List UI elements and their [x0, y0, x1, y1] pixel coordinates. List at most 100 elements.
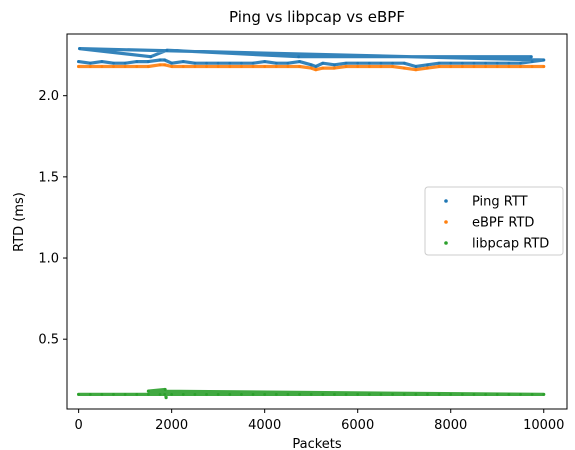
y-axis-label: RTD (ms) [12, 192, 27, 252]
data-point [193, 61, 197, 65]
x-tick-label: 2000 [155, 418, 188, 433]
data-point [507, 61, 511, 65]
data-point [437, 61, 441, 65]
data-point [112, 65, 115, 68]
data-point [344, 61, 348, 65]
data-point [484, 65, 488, 68]
data-point [426, 63, 429, 67]
data-point [78, 47, 81, 51]
data-point [449, 65, 453, 68]
data-point [333, 63, 336, 67]
data-point [449, 392, 453, 396]
data-point [263, 65, 267, 68]
data-point [530, 60, 534, 63]
data-point [367, 392, 371, 396]
x-tick-label: 8000 [434, 418, 467, 433]
data-point [163, 58, 167, 62]
y-tick-label: 1.0 [38, 252, 59, 267]
data-point [530, 392, 534, 396]
data-point [181, 65, 185, 68]
data-point [309, 63, 313, 67]
data-point [135, 60, 139, 63]
data-point [484, 61, 488, 65]
data-point [135, 65, 139, 68]
data-point [379, 392, 383, 396]
data-point [146, 392, 150, 396]
data-point [298, 65, 301, 68]
data-point [519, 392, 522, 396]
data-point [449, 61, 453, 65]
data-point [426, 392, 429, 396]
data-point [298, 392, 301, 396]
data-point [216, 392, 220, 396]
data-point [158, 392, 162, 396]
data-point [251, 65, 255, 68]
data-point [314, 65, 318, 68]
data-point [263, 392, 267, 396]
legend: Ping RTT eBPF RTD libpcap RTD [424, 186, 564, 256]
data-point [344, 65, 348, 68]
x-tick-label: 6000 [341, 418, 374, 433]
data-point [163, 63, 167, 67]
data-point [158, 63, 162, 67]
data-point [181, 60, 185, 63]
data-point [507, 65, 511, 68]
data-point [437, 65, 441, 68]
data-point [163, 388, 167, 391]
data-point [530, 65, 534, 68]
data-point [112, 392, 115, 396]
data-point [149, 55, 153, 59]
data-point [519, 65, 522, 68]
y-tick-label: 1.5 [38, 170, 59, 185]
data-point [507, 392, 511, 396]
x-axis: 0 2000 4000 6000 8000 10000 [74, 409, 564, 433]
data-point [391, 65, 394, 68]
data-point [123, 65, 127, 68]
data-point [205, 392, 208, 396]
y-tick-label: 2.0 [38, 89, 59, 104]
legend-label: Ping RTT [472, 195, 528, 210]
x-tick-label: 4000 [248, 418, 281, 433]
data-point [88, 65, 92, 68]
data-point [484, 392, 488, 396]
data-point [88, 392, 92, 396]
data-point [321, 392, 325, 396]
legend-label: libpcap RTD [472, 237, 549, 252]
data-point [274, 392, 278, 396]
data-point [146, 60, 150, 63]
data-point [542, 65, 546, 68]
data-point [123, 392, 127, 396]
data-point [309, 66, 313, 70]
data-point [426, 66, 429, 70]
data-point [460, 65, 464, 68]
data-point [228, 392, 232, 396]
data-point [356, 392, 360, 396]
data-point [100, 65, 104, 68]
plot-frame [66, 33, 568, 410]
data-point [309, 392, 313, 396]
data-point [240, 61, 243, 65]
data-point [460, 392, 464, 396]
legend-marker [444, 199, 448, 203]
data-point [228, 65, 232, 68]
data-point [402, 392, 406, 396]
data-point [414, 392, 418, 396]
legend-marker [444, 220, 448, 224]
data-point [333, 392, 336, 396]
data-point [170, 392, 174, 396]
data-point [77, 65, 81, 68]
data-point [402, 66, 406, 70]
data-point [274, 65, 278, 68]
data-point [240, 392, 243, 396]
data-point [274, 61, 278, 65]
x-tick-label: 0 [74, 418, 82, 433]
data-point [391, 392, 394, 396]
data-point [193, 65, 197, 68]
data-point [251, 392, 255, 396]
data-point [146, 389, 150, 393]
x-tick-label: 10000 [523, 418, 564, 433]
data-point [158, 58, 162, 62]
data-point [367, 65, 371, 68]
data-point [402, 61, 406, 65]
